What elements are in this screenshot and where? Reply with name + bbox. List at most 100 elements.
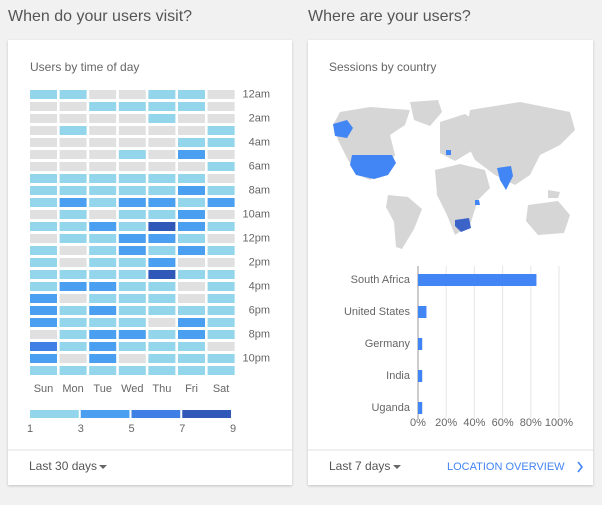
heat-cell <box>148 210 176 219</box>
y-tick-label: Germany <box>365 338 411 350</box>
link[interactable]: LOCATION OVERVIEW <box>447 461 565 473</box>
heat-cell <box>89 198 117 207</box>
heat-cell <box>148 342 176 351</box>
heat-cell <box>59 294 87 303</box>
bar <box>418 338 423 350</box>
heat-cell <box>148 366 176 375</box>
heat-cell <box>178 126 205 135</box>
heat-cell <box>89 258 117 267</box>
x-tick-label: Fri <box>185 383 198 395</box>
heat-cell <box>178 150 205 159</box>
y-tick-label: 2am <box>249 112 270 124</box>
chevron[interactable] <box>577 461 584 473</box>
heat-cell <box>30 138 57 147</box>
heat-cell <box>148 198 176 207</box>
heat-cell <box>118 162 146 171</box>
heat-cell <box>59 258 87 267</box>
heat-cell <box>178 282 205 291</box>
heat-cell <box>148 270 176 279</box>
heat-cell <box>59 90 87 99</box>
heat-cell <box>207 342 235 351</box>
heat-cell <box>118 198 146 207</box>
heat-cell <box>30 318 57 327</box>
dropdown-icon[interactable] <box>393 465 401 469</box>
heat-cell <box>30 330 57 339</box>
heat-cell <box>178 234 205 243</box>
y-tick-label: 4pm <box>249 280 270 292</box>
heat-cell <box>207 222 235 231</box>
heat-cell <box>59 354 87 363</box>
heat-cell <box>89 318 117 327</box>
heat-cell <box>89 342 117 351</box>
x-tick-label: Sun <box>34 383 54 395</box>
heat-cell <box>148 294 176 303</box>
heat-cell <box>148 282 176 291</box>
heat-cell <box>59 114 87 123</box>
heat-cell <box>178 366 205 375</box>
heat-cell <box>59 306 87 315</box>
bar <box>418 274 537 286</box>
heat-cell <box>148 330 176 339</box>
heat-cell <box>207 234 235 243</box>
heat-cell <box>178 102 205 111</box>
legend-label: 7 <box>179 423 185 435</box>
heat-cell <box>89 210 117 219</box>
heat-cell <box>30 222 57 231</box>
heat-cell <box>207 354 235 363</box>
date-range[interactable]: Last 30 days <box>29 459 97 473</box>
heat-cell <box>178 198 205 207</box>
heat-cell <box>30 342 57 351</box>
heat-cell <box>118 318 146 327</box>
heat-cell <box>89 354 117 363</box>
heat-cell <box>30 282 57 291</box>
heat-cell <box>178 246 205 255</box>
heat-cell <box>118 186 146 195</box>
dropdown-icon[interactable] <box>99 465 107 469</box>
heat-cell <box>207 198 235 207</box>
heat-cell <box>30 366 57 375</box>
heat-cell <box>30 198 57 207</box>
heat-cell <box>178 258 205 267</box>
heat-cell <box>30 186 57 195</box>
heat-cell <box>178 114 205 123</box>
heat-cell <box>148 318 176 327</box>
heat-cell <box>30 90 57 99</box>
heat-cell <box>118 282 146 291</box>
heat-cell <box>59 162 87 171</box>
x-tick-label: 100% <box>545 417 573 429</box>
y-tick-label: 2pm <box>249 256 270 268</box>
x-tick-label: Mon <box>62 383 83 395</box>
heat-cell <box>207 330 235 339</box>
heat-cell <box>148 258 176 267</box>
heat-cell <box>89 222 117 231</box>
heat-cell <box>148 150 176 159</box>
heat-cell <box>148 90 176 99</box>
heat-cell <box>207 150 235 159</box>
heat-cell <box>118 366 146 375</box>
y-tick-label: 12am <box>242 88 270 100</box>
heat-cell <box>118 174 146 183</box>
heat-cell <box>118 150 146 159</box>
y-tick-label: 6pm <box>249 304 270 316</box>
heat-cell <box>30 174 57 183</box>
heat-cell <box>30 294 57 303</box>
heat-cell <box>59 270 87 279</box>
legend-swatch <box>131 410 181 418</box>
bar <box>418 402 423 414</box>
heat-cell <box>178 210 205 219</box>
heat-cell <box>207 162 235 171</box>
heat-cell <box>148 126 176 135</box>
heat-cell <box>148 102 176 111</box>
legend-label: 9 <box>230 423 236 435</box>
heat-cell <box>59 330 87 339</box>
heat-cell <box>207 270 235 279</box>
date-range[interactable]: Last 7 days <box>329 459 390 473</box>
y-tick-label: 6am <box>249 160 270 172</box>
heat-cell <box>89 294 117 303</box>
heat-cell <box>148 174 176 183</box>
bar <box>418 306 427 318</box>
heat-cell <box>30 162 57 171</box>
heat-cell <box>30 150 57 159</box>
heat-cell <box>118 354 146 363</box>
